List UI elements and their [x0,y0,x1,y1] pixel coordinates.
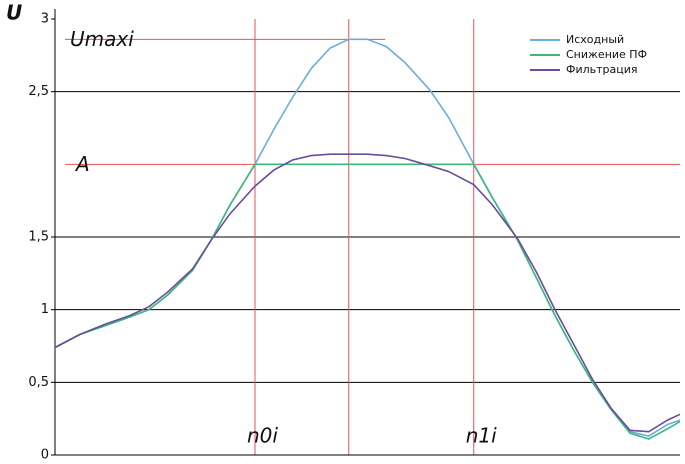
reference-label: n1i [466,424,497,448]
y-tick-label: 1 [41,302,49,317]
reference-label: n0i [247,424,278,448]
legend-label: Фильтрация [566,63,638,76]
legend-label: Исходный [566,33,624,46]
y-tick-label: 2,5 [28,84,49,99]
data-line [54,163,681,440]
y-tick-label: 3 [41,12,49,27]
y-tick-label: 0,5 [28,375,49,390]
legend-label: Снижение ПФ [566,48,647,61]
data-line [54,38,681,437]
reference-label: Umaxi [70,27,134,51]
data-line [54,153,681,433]
reference-label: A [74,152,90,176]
y-tick-label: 1,5 [28,230,49,245]
y-tick-label: 0 [41,448,49,463]
y-axis-label: U [6,1,22,25]
